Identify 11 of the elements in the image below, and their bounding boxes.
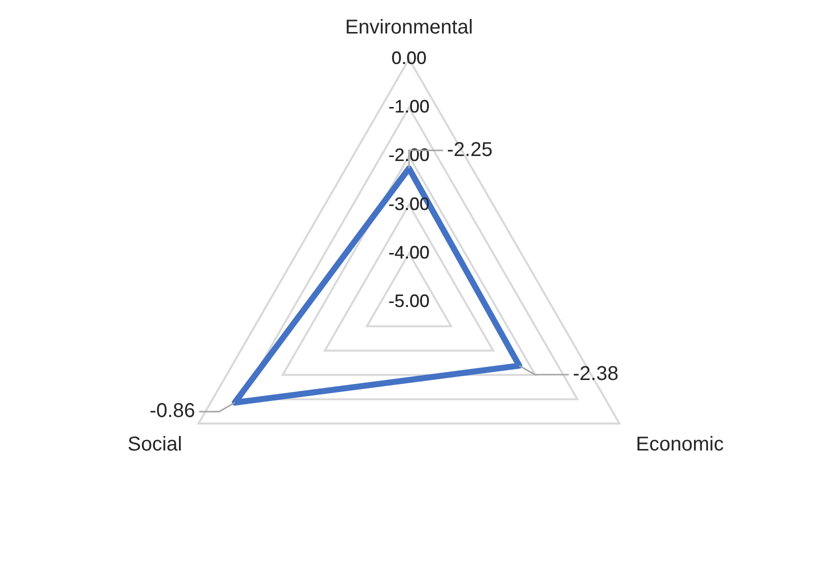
y-tick-label: -5.00 bbox=[388, 290, 430, 311]
y-tick-label: -4.00 bbox=[388, 242, 430, 262]
data-label: -2.25 bbox=[447, 138, 493, 161]
data-label: -0.86 bbox=[150, 400, 196, 422]
spoke-label: Environmental bbox=[345, 16, 473, 39]
data-label: -2.38 bbox=[572, 363, 618, 386]
spoke-label: Social bbox=[128, 434, 182, 456]
y-tick-label: -2.00 bbox=[388, 145, 430, 166]
spoke-label: Economic bbox=[636, 434, 724, 456]
y-tick-label: 0.00 bbox=[391, 48, 427, 68]
y-tick-label: -1.00 bbox=[388, 96, 430, 117]
